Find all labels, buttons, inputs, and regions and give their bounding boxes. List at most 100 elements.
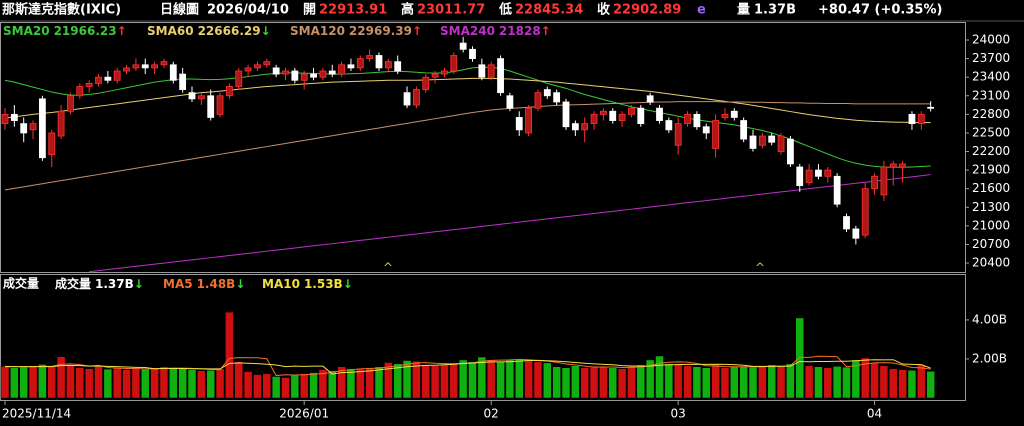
candle-body	[637, 107, 645, 125]
candle-body	[487, 64, 495, 78]
candle-body	[207, 95, 215, 118]
volume-bar	[56, 356, 66, 399]
volume-bar	[758, 365, 767, 399]
candle-body	[394, 61, 402, 72]
y-tick-label: 24000	[972, 33, 1010, 47]
high-label: 高	[401, 2, 414, 18]
candle-body	[10, 113, 18, 121]
period: 日線圖	[160, 2, 199, 18]
candle-body	[20, 123, 28, 134]
volume-bar	[571, 365, 580, 399]
candle-body	[815, 169, 822, 177]
candle-body	[1, 113, 9, 125]
candle-body	[571, 123, 579, 131]
volume-bar	[842, 366, 851, 399]
volume-bar	[122, 369, 131, 399]
candle-body	[366, 55, 374, 60]
volume-bar	[692, 366, 702, 399]
candle-body	[197, 95, 205, 100]
volume-bar	[468, 361, 477, 399]
candle-body	[450, 55, 458, 72]
candle-body	[871, 175, 878, 190]
volume-bar	[384, 362, 393, 399]
candle-body	[319, 70, 327, 78]
price-pane	[0, 22, 966, 273]
candle-body	[29, 123, 37, 131]
volume-bar	[870, 362, 879, 399]
candle-body	[48, 132, 56, 156]
candle-body	[721, 113, 729, 118]
volume-bar	[28, 365, 38, 399]
candle-body	[132, 64, 140, 69]
candle-body	[562, 101, 570, 128]
candle-body	[235, 70, 243, 87]
volume-bar	[253, 374, 262, 399]
volume-bar	[804, 365, 814, 399]
volume-bar	[318, 369, 328, 399]
x-tick-label: 2025/11/14	[2, 407, 71, 421]
candle-body	[674, 123, 682, 146]
legend-text: SMA120	[290, 24, 345, 38]
legend-text: ↑	[117, 24, 127, 38]
open-label: 開	[303, 3, 316, 18]
volume-bar	[271, 376, 281, 399]
legend-item: SMA240 21828↑	[440, 24, 551, 38]
y-tick-label: 21900	[972, 163, 1010, 177]
x-tick-label: 2026/01	[279, 407, 329, 421]
candle-body	[618, 113, 626, 121]
volume-bar	[131, 368, 141, 399]
candle-body	[384, 61, 392, 69]
legend-item: SMA60 22666.29↓	[147, 24, 271, 38]
volume-bar	[19, 366, 28, 399]
candle-body	[712, 120, 719, 149]
y-tick-label: 22800	[972, 107, 1010, 121]
candle-body	[338, 64, 346, 75]
candle-body	[880, 166, 888, 196]
candle-body	[478, 64, 486, 78]
volume-bar	[926, 371, 935, 399]
ma-line	[4, 359, 931, 375]
candle-body	[534, 92, 542, 109]
y-tick-label: 23400	[972, 70, 1010, 84]
date: 2026/04/10	[207, 3, 289, 18]
legend-text: ↑	[412, 24, 422, 38]
volume-bar	[599, 366, 608, 399]
candle-body	[113, 70, 121, 81]
plot	[1, 36, 935, 272]
legend-item: MA10 1.53B↓	[262, 277, 353, 291]
candle-body	[469, 48, 476, 60]
candle-body	[141, 64, 149, 69]
volume-bar	[94, 366, 103, 399]
candle-body	[151, 64, 159, 69]
candle-body	[263, 61, 271, 66]
candle-body	[67, 95, 74, 112]
ma-line	[4, 101, 931, 191]
low-label: 低	[498, 2, 512, 18]
volume-bar	[851, 359, 861, 399]
volume-bar	[0, 366, 10, 399]
volume-bar	[206, 370, 215, 399]
volume-bar	[187, 369, 197, 399]
title: 那斯達克指數(IXIC)	[2, 2, 121, 18]
candle-body	[889, 163, 897, 168]
marker: ^	[383, 261, 393, 275]
legend-text: 21966.23	[54, 24, 117, 38]
candle-body	[777, 135, 785, 152]
x-tick-label: 02	[484, 407, 499, 421]
volume-bar	[786, 363, 795, 399]
volume-bar	[702, 367, 711, 399]
candle-body	[553, 92, 561, 103]
candle-body	[628, 107, 635, 115]
volume-bar	[281, 377, 290, 399]
volume-bar	[393, 363, 402, 399]
volume-bar	[917, 364, 926, 399]
candle-body	[917, 113, 925, 125]
close-label: 收	[597, 2, 611, 18]
candle-body	[543, 89, 551, 97]
candle-body	[693, 113, 701, 128]
volume-pane	[0, 274, 966, 401]
legend-text: ↓	[134, 277, 144, 291]
volume-bar	[112, 368, 122, 399]
y-tick-label: 22500	[972, 125, 1010, 139]
